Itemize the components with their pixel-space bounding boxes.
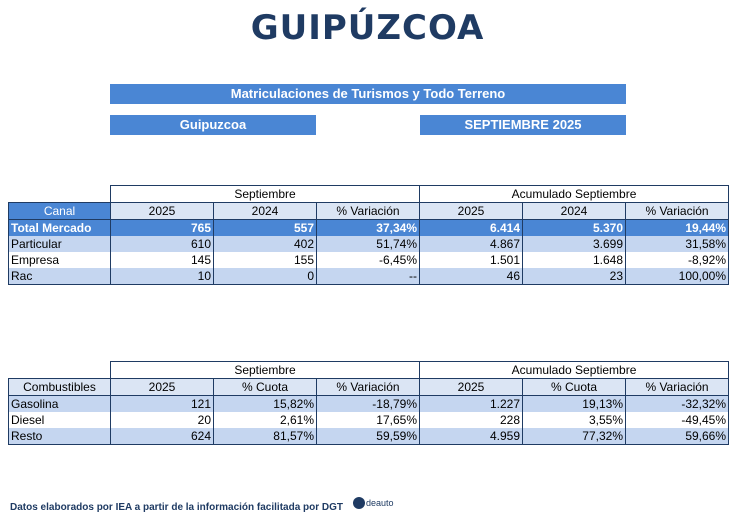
column-header: 2025 xyxy=(110,202,214,220)
table-row: Diesel 20 2,61% 17,65% 228 3,55% -49,45% xyxy=(8,412,730,428)
cell: 1.648 xyxy=(522,252,626,268)
cell: 51,74% xyxy=(316,236,420,252)
table-corner xyxy=(9,362,111,379)
row-label: Empresa xyxy=(8,252,111,268)
column-header: % Variación xyxy=(624,202,730,220)
cell: 19,44% xyxy=(625,219,730,236)
report-banner: Matriculaciones de Turismos y Todo Terre… xyxy=(110,84,626,104)
cell: 228 xyxy=(419,412,523,428)
period-banner: SEPTIEMBRE 2025 xyxy=(420,115,626,135)
column-header: 2024 xyxy=(213,202,317,220)
cell: 31,58% xyxy=(625,236,730,252)
group-header-cumulative: Acumulado Septiembre xyxy=(418,361,730,379)
cell: 19,13% xyxy=(522,395,626,412)
cell: 23 xyxy=(522,268,626,285)
cell: 3.699 xyxy=(522,236,626,252)
table-row: Total Mercado 765 557 37,34% 6.414 5.370… xyxy=(8,219,730,236)
row-label: Rac xyxy=(8,268,111,285)
page-title: GUIPÚZCOA xyxy=(250,8,485,48)
cell: 4.867 xyxy=(419,236,523,252)
row-label: Particular xyxy=(8,236,111,252)
group-header-month: Septiembre xyxy=(110,361,420,379)
cell: 100,00% xyxy=(625,268,730,285)
logo-circle-icon xyxy=(353,497,365,509)
cell: 402 xyxy=(213,236,317,252)
cell: 20 xyxy=(110,412,214,428)
cell: 59,59% xyxy=(316,428,420,445)
cell: 77,32% xyxy=(522,428,626,445)
group-header-cumulative: Acumulado Septiembre xyxy=(418,185,730,203)
table-row: Particular 610 402 51,74% 4.867 3.699 31… xyxy=(8,236,730,252)
cell: 17,65% xyxy=(316,412,420,428)
table-row: Empresa 145 155 -6,45% 1.501 1.648 -8,92… xyxy=(8,252,730,268)
column-header: 2024 xyxy=(522,202,626,220)
row-label: Total Mercado xyxy=(8,219,111,236)
cell: -32,32% xyxy=(625,395,730,412)
cell: -49,45% xyxy=(625,412,730,428)
cell: -- xyxy=(316,268,420,285)
table-corner xyxy=(9,186,111,203)
table-row: Resto 624 81,57% 59,59% 4.959 77,32% 59,… xyxy=(8,428,730,445)
group-header-month: Septiembre xyxy=(110,185,420,203)
column-header: Combustibles xyxy=(8,378,111,396)
row-label: Gasolina xyxy=(8,395,111,412)
cell: 121 xyxy=(110,395,214,412)
cell: 6.414 xyxy=(419,219,523,236)
cell: 10 xyxy=(110,268,214,285)
table-row: Gasolina 121 15,82% -18,79% 1.227 19,13%… xyxy=(8,395,730,412)
column-header: % Variación xyxy=(624,378,730,396)
deauto-logo: deauto xyxy=(353,497,394,509)
cell: 3,55% xyxy=(522,412,626,428)
cell: -18,79% xyxy=(316,395,420,412)
cell: 610 xyxy=(110,236,214,252)
cell: 37,34% xyxy=(316,219,420,236)
table-row: Rac 10 0 -- 46 23 100,00% xyxy=(8,268,730,285)
cell: 1.501 xyxy=(419,252,523,268)
cell: 145 xyxy=(110,252,214,268)
cell: 15,82% xyxy=(213,395,317,412)
row-label: Resto xyxy=(8,428,111,445)
column-header: Canal xyxy=(8,202,111,220)
region-banner: Guipuzcoa xyxy=(110,115,316,135)
cell: 624 xyxy=(110,428,214,445)
row-label: Diesel xyxy=(8,412,111,428)
cell: 155 xyxy=(213,252,317,268)
cell: 46 xyxy=(419,268,523,285)
column-header: % Cuota xyxy=(522,378,626,396)
column-header: 2025 xyxy=(419,378,523,396)
column-header: % Variación xyxy=(316,378,420,396)
column-header: % Cuota xyxy=(213,378,317,396)
column-header: % Variación xyxy=(316,202,420,220)
column-header: 2025 xyxy=(110,378,214,396)
fuel-table: Septiembre Acumulado Septiembre Combusti… xyxy=(8,361,730,445)
cell: 1.227 xyxy=(419,395,523,412)
cell: 765 xyxy=(110,219,214,236)
column-header: 2025 xyxy=(419,202,523,220)
cell: -8,92% xyxy=(625,252,730,268)
cell: 4.959 xyxy=(419,428,523,445)
cell: 5.370 xyxy=(522,219,626,236)
logo-text: deauto xyxy=(366,498,394,508)
cell: 59,66% xyxy=(625,428,730,445)
cell: 2,61% xyxy=(213,412,317,428)
canal-table: Septiembre Acumulado Septiembre Canal 20… xyxy=(8,185,730,285)
cell: -6,45% xyxy=(316,252,420,268)
cell: 81,57% xyxy=(213,428,317,445)
cell: 0 xyxy=(213,268,317,285)
cell: 557 xyxy=(213,219,317,236)
source-note: Datos elaborados por IEA a partir de la … xyxy=(10,502,344,513)
